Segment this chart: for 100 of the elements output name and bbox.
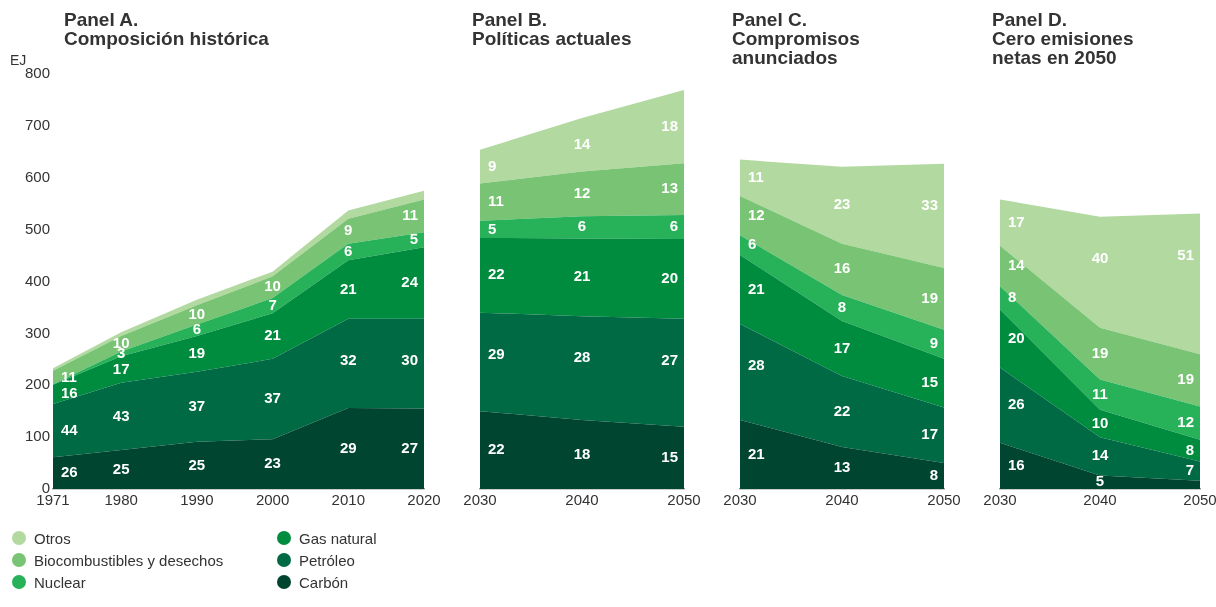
annotation: 16 (1008, 456, 1025, 474)
annotation: 15 (921, 373, 938, 391)
legend-label: Petróleo (299, 551, 355, 569)
annotation: 18 (573, 444, 591, 462)
annotation: 11 (1092, 384, 1108, 402)
chart-title: Panel D. Cero emisiones netas en 2050 (992, 9, 1134, 68)
annotation: 5 (488, 219, 497, 237)
annotation: 14 (573, 134, 591, 152)
annotation: 30 (401, 350, 418, 368)
x-tick-label: 2050 (667, 491, 701, 509)
annotation: 28 (748, 356, 765, 374)
annotation: 20 (661, 269, 678, 287)
annotation: 21 (573, 267, 591, 285)
annotation: 23 (833, 195, 851, 213)
y-tick-label: 200 (25, 375, 51, 393)
annotation: 37 (188, 396, 206, 414)
annotation: 18 (661, 116, 678, 134)
y-tick-label: 300 (25, 323, 51, 341)
annotation: 32 (339, 350, 357, 368)
y-axis-title: EJ (10, 52, 27, 68)
annotation: 22 (833, 401, 851, 419)
annotation: 29 (488, 344, 505, 362)
annotation: 25 (112, 459, 130, 477)
annotation: 9 (929, 334, 938, 352)
y-tick-label: 400 (25, 271, 51, 289)
annotation: 23 (264, 454, 281, 472)
annotation: 11 (61, 367, 77, 385)
annotation: 16 (61, 384, 78, 402)
legend-label: Gas natural (299, 529, 377, 547)
annotation: 14 (1091, 446, 1109, 464)
annotation: 5 (1095, 472, 1105, 490)
x-tick-label: 1980 (104, 491, 138, 509)
annotation: 19 (921, 289, 938, 307)
annotation: 7 (1185, 461, 1194, 479)
annotation: 21 (748, 279, 765, 297)
annotation: 17 (1008, 212, 1025, 230)
x-tick-label: 2040 (565, 491, 599, 509)
annotation: 44 (61, 420, 79, 438)
annotation: 6 (344, 242, 353, 260)
chart-title: Panel A. Composición histórica (64, 9, 269, 49)
annotation: 27 (401, 438, 418, 456)
annotation: 26 (61, 463, 78, 481)
annotation: 7 (268, 295, 277, 313)
annotation: 12 (748, 205, 765, 223)
x-tick-label: 2020 (407, 491, 441, 509)
annotation: 5 (409, 229, 418, 247)
x-tick-label: 2030 (723, 491, 757, 509)
annotation: 12 (1177, 413, 1194, 431)
y-tick-label: 500 (25, 219, 51, 237)
annotation: 19 (1091, 343, 1109, 361)
annotation: 33 (921, 195, 938, 213)
annotation: 26 (1008, 395, 1025, 413)
annotation: 51 (1177, 245, 1194, 263)
annotation: 10 (264, 277, 281, 295)
y-tick-label: 100 (25, 427, 51, 445)
x-tick-label: 1990 (180, 491, 214, 509)
annotation: 10 (1091, 413, 1109, 431)
annotation: 19 (1177, 370, 1194, 388)
annotation: 6 (577, 217, 587, 235)
x-tick-label: 2040 (825, 491, 859, 509)
annotation: 16 (833, 259, 851, 277)
x-tick-label: 2010 (331, 491, 365, 509)
annotation: 11 (488, 192, 504, 210)
annotation: 43 (112, 406, 130, 424)
annotation: 17 (112, 359, 130, 377)
x-tick-label: 2030 (463, 491, 497, 509)
annotation: 37 (264, 389, 281, 407)
y-tick-label: 600 (25, 167, 51, 185)
y-tick-label: 700 (25, 116, 51, 134)
annotation: 21 (339, 279, 357, 297)
annotation: 8 (1185, 440, 1194, 458)
annotation: 6 (669, 217, 678, 235)
legend-label: Carbón (299, 573, 349, 591)
annotation: 9 (488, 156, 497, 174)
annotation: 17 (833, 338, 851, 356)
annotation: 24 (401, 273, 419, 291)
annotation: 14 (1008, 256, 1026, 274)
annotation: 21 (264, 326, 281, 344)
annotation: 10 (188, 305, 206, 323)
x-tick-label: 2050 (927, 491, 961, 509)
chart-title: Panel B. Políticas actuales (472, 9, 632, 49)
annotation: 8 (837, 298, 847, 316)
annotation: 25 (188, 455, 206, 473)
annotation: 6 (748, 235, 757, 253)
annotation: 15 (661, 448, 678, 466)
y-tick-label: 800 (25, 64, 51, 82)
annotation: 22 (488, 440, 505, 458)
annotation: 27 (661, 350, 678, 368)
annotation: 6 (192, 320, 202, 338)
x-tick-label: 2050 (1183, 491, 1216, 509)
legend-label: Biocombustibles y desechos (34, 551, 224, 569)
annotation: 29 (339, 438, 357, 456)
annotation: 9 (344, 221, 353, 239)
annotation: 19 (188, 344, 206, 362)
annotation: 13 (833, 458, 851, 476)
annotation: 20 (1008, 328, 1025, 346)
annotation: 40 (1091, 248, 1109, 266)
annotation: 11 (748, 167, 764, 185)
chart-title: Panel C. Compromisos anunciados (732, 9, 860, 68)
annotation: 11 (402, 206, 418, 224)
